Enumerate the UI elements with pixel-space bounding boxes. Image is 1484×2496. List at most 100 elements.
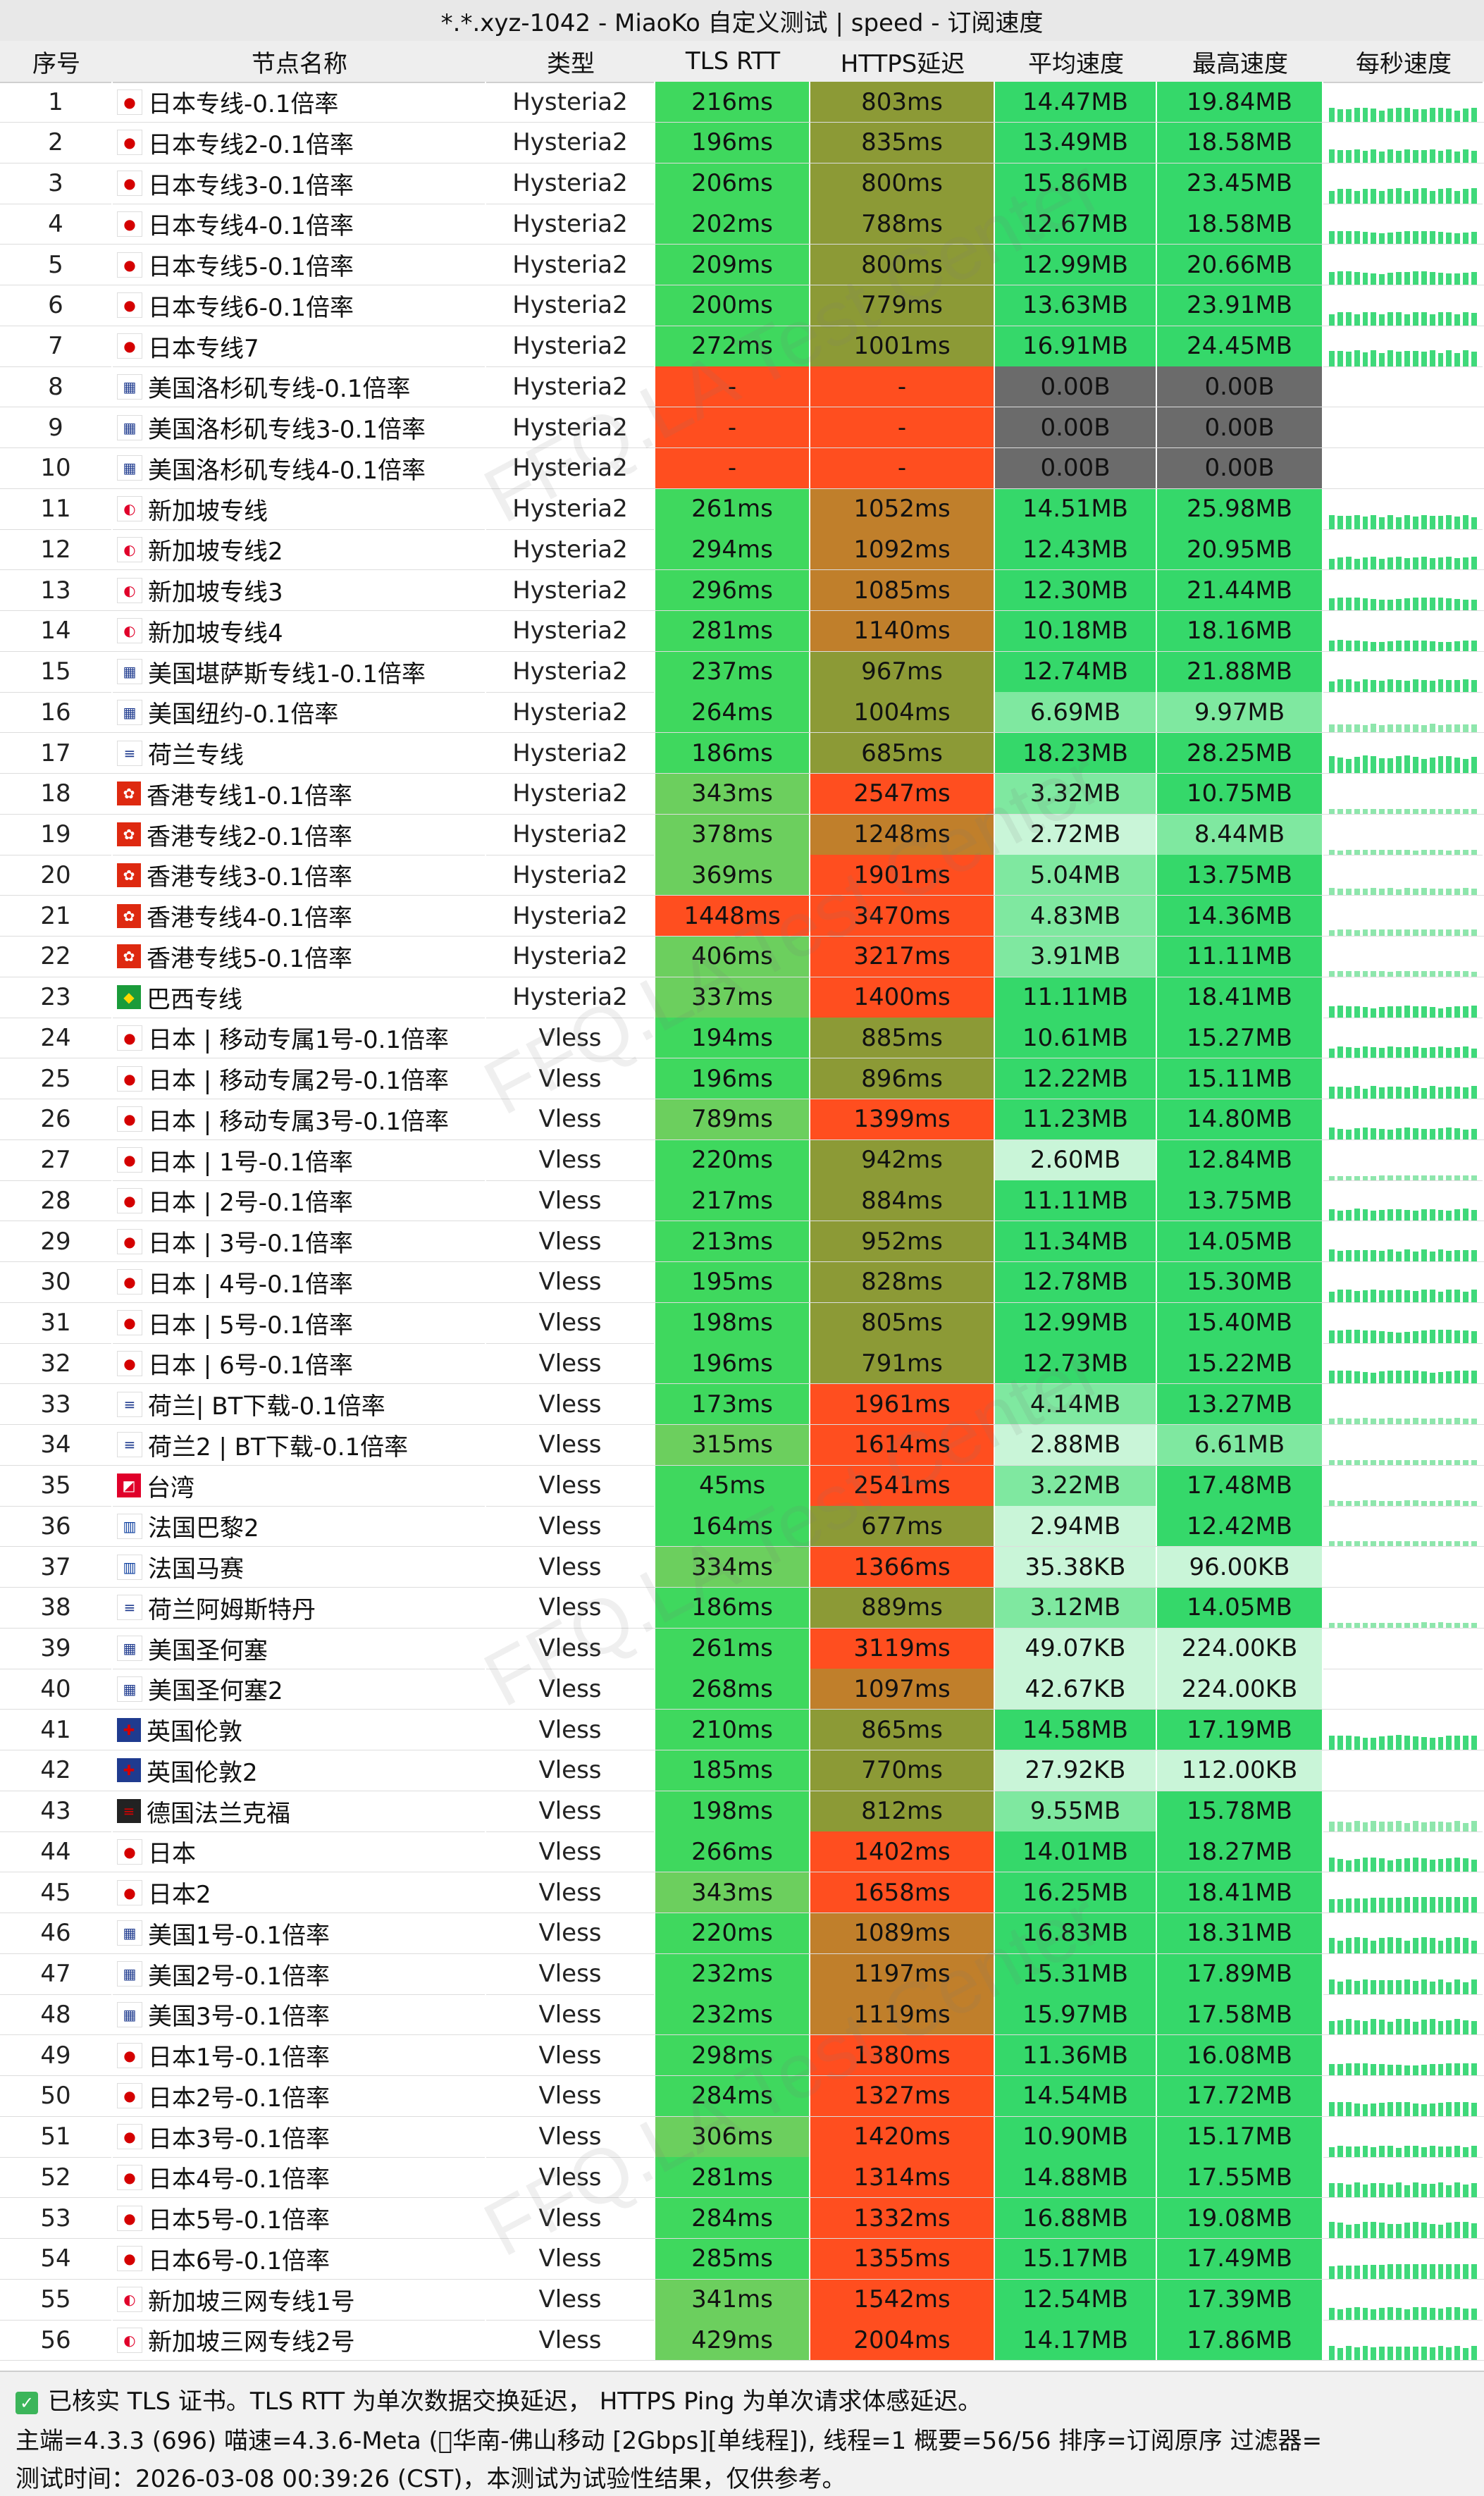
table-row[interactable]: 50 ● 日本2号-0.1倍率 Vless 284ms 1327ms 14.54MB 17.7… [0, 2075, 1484, 2117]
table-row[interactable]: 15 ▦ 美国堪萨斯专线1-0.1倍率 Hysteria2 237ms 967ms 12.7… [0, 651, 1484, 693]
sparkline-bar [1412, 109, 1418, 122]
table-row[interactable]: 37 ▥ 法国马赛 Vless 334ms 1366ms 35.38KB 96.00KB [0, 1547, 1484, 1588]
table-row[interactable]: 48 ▦ 美国3号-0.1倍率 Vless 232ms 1119ms 15.97MB 17.5… [0, 1994, 1484, 2036]
sparkline-bar [1379, 970, 1385, 977]
table-row[interactable]: 1 ● 日本专线-0.1倍率 Hysteria2 216ms 803ms 14.47MB 19… [0, 82, 1484, 123]
sparkline-bar [1362, 1738, 1368, 1750]
table-row[interactable]: 8 ▦ 美国洛杉矶专线-0.1倍率 Hysteria2- -0.00B 0.00B [0, 366, 1484, 408]
table-row[interactable]: 9 ▦ 美国洛杉矶专线3-0.1倍率 Hysteria2- -0.00B 0.00B [0, 407, 1484, 448]
col-header-name[interactable]: 节点名称 [252, 49, 347, 78]
tls-rtt-cell: 217ms [655, 1180, 810, 1221]
table-row[interactable]: 24 ● 日本 | 移动专属1号-0.1倍率 Vless 194ms 885ms 10.61… [0, 1018, 1484, 1059]
table-row[interactable]: 36 ▥ 法国巴黎2 Vless 164ms 677ms 2.94MB 12.42MB [0, 1506, 1484, 1547]
table-row[interactable]: 3 ● 日本专线3-0.1倍率 Hysteria2 206ms 800ms 15.86MB 2… [0, 163, 1484, 204]
table-row[interactable]: 21 ✿ 香港专线4-0.1倍率 Hysteria2 1448ms 3470ms 4.83M… [0, 896, 1484, 937]
table-row[interactable]: 53 ● 日本5号-0.1倍率 Vless 284ms 1332ms 16.88MB 19.0… [0, 2198, 1484, 2239]
table-row[interactable]: 56 ◐ 新加坡三网专线2号 Vless 429ms 2004ms 14.17MB 17.86… [0, 2320, 1484, 2361]
sparkline-bar [1404, 2065, 1410, 2075]
table-row[interactable]: 16 ▦ 美国纽约-0.1倍率 Hysteria2 264ms 1004ms 6.69MB 9… [0, 692, 1484, 734]
per-second-speed-sparkline [1323, 1261, 1484, 1302]
sparkline-bar [1379, 808, 1385, 814]
table-row[interactable]: 32 ● 日本 | 6号-0.1倍率 Vless 196ms 791ms 12.73MB 15… [0, 1343, 1484, 1385]
table-row[interactable]: 26 ● 日本 | 移动专属3号-0.1倍率 Vless 789ms 1399ms 11.2… [0, 1099, 1484, 1140]
table-row[interactable]: 54 ● 日本6号-0.1倍率 Vless 285ms 1355ms 15.17MB 17.4… [0, 2238, 1484, 2280]
table-row[interactable]: 51 ● 日本3号-0.1倍率 Vless 306ms 1420ms 10.90MB 15.1… [0, 2116, 1484, 2158]
table-row[interactable]: 2 ● 日本专线2-0.1倍率 Hysteria2 196ms 835ms 13.49MB 1… [0, 122, 1484, 163]
sparkline-bar [1329, 1979, 1335, 1994]
sparkline-bar [1345, 1898, 1352, 1913]
col-header-type[interactable]: 类型 [547, 49, 595, 78]
table-row[interactable]: 35 ◩ 台湾 Vless 45ms 2541ms 3.22MB 17.48MB [0, 1465, 1484, 1507]
table-row[interactable]: 14 ◐ 新加坡专线4 Hysteria2 281ms 1140ms 10.18MB 18.1… [0, 610, 1484, 652]
table-row[interactable]: 38 ≡ 荷兰阿姆斯特丹 Vless 186ms 889ms 3.12MB 14.05MB [0, 1587, 1484, 1629]
table-row[interactable]: 52 ● 日本4号-0.1倍率 Vless 281ms 1314ms 14.88MB 17.5… [0, 2157, 1484, 2199]
table-row[interactable]: 34 ≡ 荷兰2 | BT下载-0.1倍率 Vless 315ms 1614ms 2.88M… [0, 1424, 1484, 1466]
col-header-avg[interactable]: 平均速度 [1028, 49, 1124, 78]
sparkline-bar [1412, 2263, 1418, 2279]
sparkline-bar [1329, 970, 1335, 977]
table-row[interactable]: 44 ● 日本 Vless 266ms 1402ms 14.01MB 18.27MB [0, 1831, 1484, 1873]
table-row[interactable]: 10 ▦ 美国洛杉矶专线4-0.1倍率 Hysteria2- -0.00B 0.00B [0, 447, 1484, 489]
table-row[interactable]: 19 ✿ 香港专线2-0.1倍率 Hysteria2 378ms 1248ms 2.72MB… [0, 814, 1484, 855]
sparkline-bar [1371, 2347, 1377, 2361]
table-row[interactable]: 29 ● 日本 | 3号-0.1倍率 Vless 213ms 952ms 11.34MB 14… [0, 1221, 1484, 1262]
sparkline-bar [1345, 1937, 1352, 1953]
per-second-speed-sparkline [1323, 651, 1484, 692]
sparkline-bar [1454, 1371, 1461, 1384]
per-second-speed-sparkline [1323, 529, 1484, 570]
https-latency-cell: 1001ms [810, 326, 995, 366]
table-row[interactable]: 46 ▦ 美国1号-0.1倍率 Vless 220ms 1089ms 16.83MB 18.3… [0, 1913, 1484, 1954]
table-row[interactable]: 12 ◐ 新加坡专线2 Hysteria2 294ms 1092ms 12.43MB 20.9… [0, 529, 1484, 571]
table-row[interactable]: 47 ▦ 美国2号-0.1倍率 Vless 232ms 1197ms 15.31MB 17.8… [0, 1953, 1484, 1995]
table-row[interactable]: 4 ● 日本专线4-0.1倍率 Hysteria2 202ms 788ms 12.67MB 1… [0, 204, 1484, 245]
sparkline-bar [1471, 2223, 1478, 2238]
table-row[interactable]: 49 ● 日本1号-0.1倍率 Vless 298ms 1380ms 11.36MB 16.0… [0, 2035, 1484, 2076]
sparkline-bar [1463, 888, 1469, 896]
table-row[interactable]: 55 ◐ 新加坡三网专线1号 Vless 341ms 1542ms 12.54MB 17.39… [0, 2279, 1484, 2321]
table-row[interactable]: 31 ● 日本 | 5号-0.1倍率 Vless 198ms 805ms 12.99MB 15… [0, 1302, 1484, 1344]
sparkline-bar [1412, 1252, 1418, 1261]
flag-us-icon: ▦ [117, 659, 142, 684]
table-row[interactable]: 43 ≡ 德国法兰克福 Vless 198ms 812ms 9.55MB 15.78MB [0, 1791, 1484, 1832]
sparkline-bar [1446, 1087, 1452, 1099]
table-row[interactable]: 27 ● 日本 | 1号-0.1倍率 Vless 220ms 942ms 2.60MB 12.… [0, 1139, 1484, 1181]
table-row[interactable]: 7 ● 日本专线7 Hysteria2 272ms 1001ms 16.91MB 24.45M… [0, 326, 1484, 367]
table-row[interactable]: 22 ✿ 香港专线5-0.1倍率 Hysteria2 406ms 3217ms 3.91MB… [0, 936, 1484, 977]
table-row[interactable]: 13 ◐ 新加坡专线3 Hysteria2 296ms 1085ms 12.30MB 21.4… [0, 570, 1484, 611]
node-name-cell: ≡ 德国法兰克福 [113, 1791, 486, 1831]
table-row[interactable]: 33 ≡ 荷兰| BT下载-0.1倍率 Vless 173ms 1961ms 4.14MB 1… [0, 1384, 1484, 1425]
col-header-persec[interactable]: 每秒速度 [1356, 49, 1452, 78]
table-row[interactable]: 28 ● 日本 | 2号-0.1倍率 Vless 217ms 884ms 11.11MB 13… [0, 1180, 1484, 1222]
row-index: 47 [0, 1953, 113, 1994]
table-row[interactable]: 25 ● 日本 | 移动专属2号-0.1倍率 Vless 196ms 896ms 12.22… [0, 1058, 1484, 1099]
sparkline-bar [1446, 1175, 1452, 1180]
col-header-tls[interactable]: TLS RTT [685, 47, 781, 75]
table-row[interactable]: 40 ▦ 美国圣何塞2 Vless 268ms 1097ms 42.67KB 224.00KB [0, 1669, 1484, 1710]
max-speed-cell: 224.00KB [1157, 1628, 1323, 1669]
table-row[interactable]: 20 ✿ 香港专线3-0.1倍率 Hysteria2 369ms 1901ms 5.04MB… [0, 855, 1484, 896]
sparkline-bar [1379, 190, 1385, 204]
table-row[interactable]: 17 ≡ 荷兰专线 Hysteria2 186ms 685ms 18.23MB 28.25MB [0, 733, 1484, 774]
sparkline-bar [1421, 514, 1427, 529]
table-row[interactable]: 11 ◐ 新加坡专线 Hysteria2 261ms 1052ms 14.51MB 25.98… [0, 488, 1484, 530]
table-row[interactable]: 5 ● 日本专线5-0.1倍率 Hysteria2 209ms 800ms 12.99MB 2… [0, 245, 1484, 285]
table-row[interactable]: 23 ◆ 巴西专线 Hysteria2 337ms 1400ms 11.11MB 18.41M… [0, 977, 1484, 1018]
node-name-cell: ▦ 美国纽约-0.1倍率 [113, 692, 486, 733]
sparkline-bar [1387, 929, 1394, 936]
table-row[interactable]: 6 ● 日本专线6-0.1倍率 Hysteria2 200ms 779ms 13.63MB 2… [0, 285, 1484, 326]
col-header-https[interactable]: HTTPS延迟 [840, 49, 965, 78]
table-row[interactable]: 42 ✚ 英国伦敦2 Vless 185ms 770ms 27.92KB 112.00KB [0, 1750, 1484, 1791]
sparkline-bar [1345, 1822, 1352, 1831]
col-header-index[interactable]: 序号 [32, 49, 80, 78]
sparkline-bar [1421, 598, 1427, 610]
table-row[interactable]: 18 ✿ 香港专线1-0.1倍率 Hysteria2 343ms 2547ms 3.32MB… [0, 773, 1484, 815]
avg-speed-cell: 11.23MB [995, 1099, 1157, 1139]
node-name-cell: ◐ 新加坡专线4 [113, 610, 486, 651]
table-row[interactable]: 45 ● 日本2 Vless 343ms 1658ms 16.25MB 18.41MB [0, 1872, 1484, 1913]
sparkline-bar [1379, 517, 1385, 529]
sparkline-bar [1337, 557, 1343, 570]
col-header-max[interactable]: 最高速度 [1192, 49, 1288, 78]
table-row[interactable]: 39 ▦ 美国圣何塞 Vless 261ms 3119ms 49.07KB 224.00KB [0, 1628, 1484, 1669]
table-row[interactable]: 30 ● 日本 | 4号-0.1倍率 Vless 195ms 828ms 12.78MB 15… [0, 1261, 1484, 1303]
table-row[interactable]: 41 ✚ 英国伦敦 Vless 210ms 865ms 14.58MB 17.19MB [0, 1710, 1484, 1750]
